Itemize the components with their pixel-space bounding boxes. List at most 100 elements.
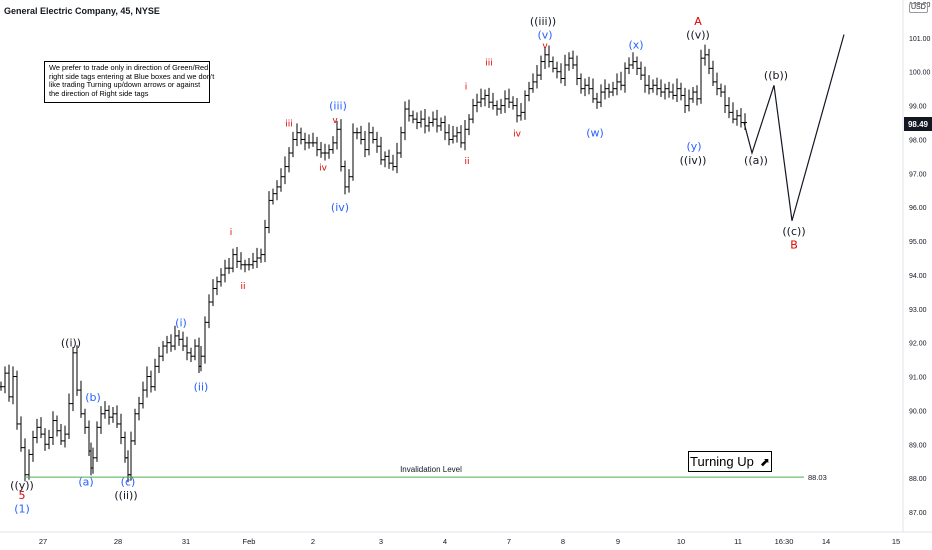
price-bar [375,131,379,153]
price-bar [275,180,279,201]
time-tick-label: 4 [443,537,447,546]
price-bar [63,425,67,448]
price-bar [599,84,603,108]
price-bar [327,144,331,159]
price-bar [99,406,103,434]
price-bar [291,131,295,158]
price-bar [55,415,59,437]
price-bar [579,73,583,94]
note-line: right side tags entering at Blue boxes a… [49,71,215,81]
wave-label: (y) [686,140,701,153]
currency-badge[interactable]: USD [909,3,928,13]
price-bar [563,54,567,86]
wave-label: (ii) [194,381,209,394]
price-bar [129,431,133,481]
price-bar [627,57,631,75]
wave-label: (iii) [329,100,347,113]
price-bar [491,92,495,110]
time-tick-label: 28 [114,537,122,546]
price-bar [515,97,519,123]
price-bar [347,169,351,193]
wave-label: i [465,82,468,92]
price-bar [319,142,323,158]
price-bar [145,366,149,398]
price-bar [655,77,659,96]
wave-label: (1) [14,503,30,516]
price-bar [703,44,707,66]
price-bar [71,346,75,412]
price-bar [311,132,315,147]
price-bar [503,90,507,114]
price-bar [223,259,227,283]
price-bar [59,423,63,445]
price-bar [363,131,367,158]
price-bar [495,100,499,116]
wave-label: v [332,116,338,126]
price-bar [295,123,299,147]
price-bar [43,428,47,451]
price-bar [559,63,563,84]
wave-label: ((i)) [61,337,81,350]
price-bar [667,81,671,98]
price-bar [391,154,395,171]
price-bar [215,276,219,296]
wave-label: (v) [537,28,552,41]
projection-path [743,34,845,221]
price-bar [679,82,683,101]
time-tick-label: 14 [822,537,830,546]
price-bar [79,380,83,418]
price-bar [23,438,27,482]
price-bar [511,96,515,110]
price-bar [165,335,169,354]
price-bar [239,252,243,270]
price-bar [443,115,447,141]
wave-label: ((iv)) [680,154,707,167]
price-bar [199,346,203,372]
projection-line [743,34,845,221]
price-bar [387,149,391,169]
wave-label: iii [285,120,293,130]
time-tick-label: 2 [311,537,315,546]
price-bar [447,124,451,146]
price-bar [231,248,235,273]
price-bar [19,416,23,452]
price-bar [571,50,575,70]
wave-label: ((a)) [744,154,768,167]
price-bar [439,117,443,131]
wave-label: ((v)) [686,28,710,41]
price-bar [27,449,31,480]
price-bar [307,134,311,149]
price-bar [31,430,35,462]
price-bar [731,102,735,124]
arrow-up-right-icon: ⬈ [759,454,770,469]
wave-label: ((iii)) [530,15,556,28]
invalidation-label: Invalidation Level [400,465,462,474]
price-bar [299,127,303,145]
price-bar [651,79,655,93]
wave-label: ((c)) [782,225,805,238]
price-bar [287,147,291,173]
price-bar [243,259,247,273]
price-bar [211,279,215,307]
wave-label: iv [319,164,328,174]
price-bar [193,339,197,361]
price-bar [643,66,647,93]
wave-label: 5 [19,489,26,502]
price-bar [149,370,153,393]
price-bar [267,191,271,234]
price-bar [189,347,193,362]
price-bar [379,136,383,165]
price-bar [423,108,427,134]
price-tick-label: 94.00 [909,273,927,280]
wave-label: (b) [85,391,101,404]
price-bar [551,56,555,73]
time-axis[interactable]: 27 28 31 Feb 2 3 4 7 8 9 10 11 16:30 14 15 [0,531,932,546]
time-tick-label: 7 [507,537,511,546]
price-tick-label: 100.00 [909,70,931,77]
price-bar [603,79,607,100]
price-bar [255,247,259,268]
price-bar [367,122,371,156]
price-bar [575,55,579,86]
wave-label: ((b)) [764,69,788,82]
price-bar [647,75,651,95]
